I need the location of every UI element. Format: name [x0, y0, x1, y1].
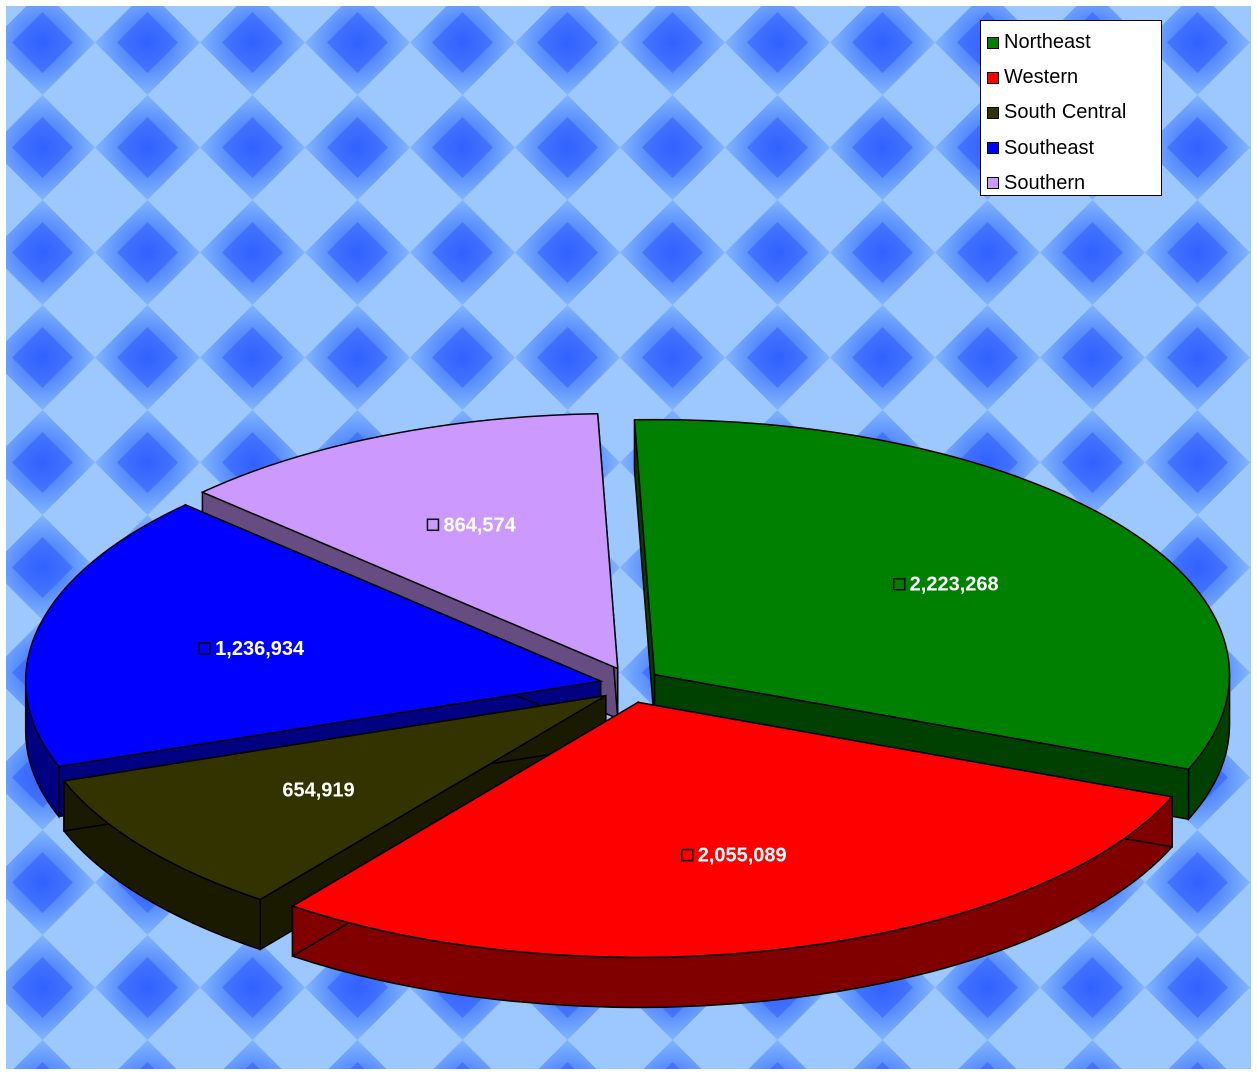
- slice-top: [200, 412, 619, 670]
- data-label-key: [680, 848, 694, 862]
- legend-item-south-central: South Central: [987, 95, 1161, 130]
- data-label-key: [892, 577, 906, 591]
- data-label-northeast: 2,223,268: [892, 574, 999, 596]
- legend-item-southeast: Southeast: [987, 131, 1161, 166]
- data-label-south-central: 654,919: [282, 779, 354, 801]
- legend-swatch: [987, 142, 999, 155]
- data-label-southern: 864,574: [426, 514, 517, 536]
- data-label-southeast: 1,236,934: [198, 638, 305, 660]
- data-label-key: [426, 518, 440, 532]
- data-label-text: 654,919: [282, 779, 354, 801]
- legend-item-western: Western: [987, 60, 1161, 95]
- data-label-text: 1,236,934: [215, 638, 305, 660]
- legend-swatch: [987, 177, 999, 190]
- pie-slice-western: [290, 701, 1174, 1009]
- legend-label: South Central: [1004, 101, 1127, 124]
- legend-item-northeast: Northeast: [987, 25, 1161, 60]
- data-label-text: 864,574: [443, 514, 516, 536]
- legend-label: Western: [1004, 66, 1079, 89]
- slice-top: [633, 418, 1231, 771]
- slice-top: [24, 504, 604, 768]
- legend-swatch: [987, 106, 999, 119]
- legend-label: Southern: [1004, 171, 1086, 194]
- legend-label: Northeast: [1004, 31, 1091, 54]
- data-label-western: 2,055,089: [680, 845, 787, 867]
- legend-swatch: [987, 36, 999, 49]
- data-label-text: 2,055,089: [698, 845, 787, 867]
- legend-label: Southeast: [1004, 136, 1095, 159]
- data-label-text: 2,223,268: [910, 574, 999, 596]
- legend: Northeast Western South Central Southeas…: [980, 20, 1162, 196]
- legend-swatch: [987, 71, 999, 84]
- slice-top: [62, 694, 607, 901]
- legend-item-southern: Southern: [987, 166, 1161, 201]
- data-label-key: [198, 642, 211, 655]
- slice-top: [290, 701, 1174, 959]
